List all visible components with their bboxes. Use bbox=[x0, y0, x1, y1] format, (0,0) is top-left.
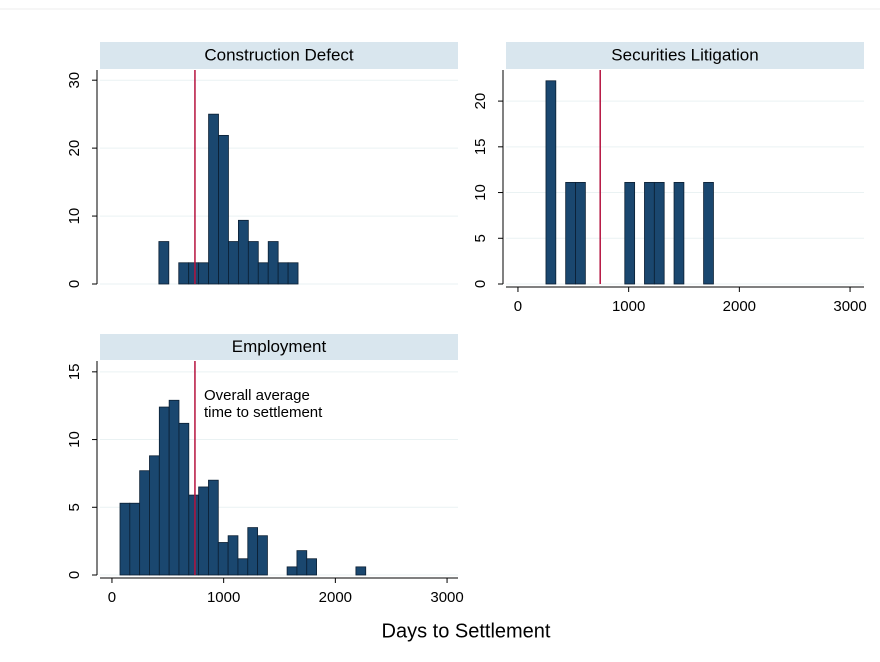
bar bbox=[178, 422, 190, 576]
bar bbox=[286, 566, 298, 576]
bar bbox=[237, 219, 249, 285]
x-tick-label: 3000 bbox=[430, 589, 463, 606]
bar bbox=[208, 113, 219, 285]
bar bbox=[158, 406, 170, 576]
bar bbox=[287, 262, 299, 285]
panel-title: Securities Litigation bbox=[611, 45, 758, 64]
bar bbox=[217, 542, 229, 576]
y-tick-label: 30 bbox=[66, 72, 83, 89]
y-tick-label: 0 bbox=[472, 280, 489, 288]
annotation: Overall average bbox=[204, 387, 310, 404]
x-tick-label: 2000 bbox=[723, 298, 756, 315]
bar bbox=[703, 181, 714, 285]
x-tick-label: 0 bbox=[108, 589, 116, 606]
bar bbox=[624, 181, 636, 285]
bar bbox=[257, 262, 269, 285]
bar bbox=[575, 181, 586, 285]
bar bbox=[227, 535, 239, 576]
bar bbox=[218, 134, 229, 285]
bar bbox=[545, 80, 557, 285]
y-tick-label: 5 bbox=[472, 234, 489, 242]
bar bbox=[188, 494, 200, 576]
panel-header bbox=[100, 42, 458, 69]
y-tick-label: 10 bbox=[66, 431, 83, 448]
bar bbox=[168, 399, 180, 576]
panel-title: Construction Defect bbox=[204, 45, 354, 64]
bar bbox=[267, 241, 279, 285]
x-tick-label: 2000 bbox=[319, 589, 352, 606]
bar bbox=[296, 550, 308, 576]
bar bbox=[129, 502, 141, 576]
y-tick-label: 0 bbox=[66, 280, 83, 288]
y-tick-label: 5 bbox=[66, 503, 83, 511]
bar bbox=[247, 527, 259, 576]
y-tick-label: 20 bbox=[66, 140, 83, 157]
y-tick-label: 10 bbox=[66, 208, 83, 225]
bar bbox=[139, 470, 150, 576]
bar bbox=[565, 181, 576, 285]
x-tick-label: 1000 bbox=[612, 298, 645, 315]
bar bbox=[257, 535, 268, 576]
bar bbox=[306, 558, 317, 576]
bar bbox=[673, 181, 685, 285]
bar bbox=[119, 502, 131, 576]
bar bbox=[237, 558, 249, 576]
bar bbox=[158, 241, 170, 285]
bar bbox=[198, 486, 209, 576]
bar bbox=[208, 479, 219, 576]
y-tick-label: 15 bbox=[66, 363, 83, 380]
y-tick-label: 10 bbox=[472, 184, 489, 201]
annotation: time to settlement bbox=[204, 404, 323, 421]
bar bbox=[247, 241, 259, 285]
bar bbox=[228, 241, 239, 285]
bar bbox=[653, 181, 665, 285]
bar bbox=[644, 181, 655, 285]
panel-header bbox=[506, 42, 864, 69]
y-tick-label: 20 bbox=[472, 93, 489, 110]
x-axis-title: Days to Settlement bbox=[382, 620, 551, 642]
bar bbox=[188, 262, 200, 285]
x-tick-label: 0 bbox=[514, 298, 522, 315]
bar bbox=[149, 455, 160, 576]
bar bbox=[355, 566, 367, 576]
bar bbox=[277, 262, 289, 285]
panel-title: Employment bbox=[232, 337, 327, 356]
bar bbox=[178, 262, 190, 285]
panel-header bbox=[100, 334, 458, 360]
y-tick-label: 15 bbox=[472, 138, 489, 155]
x-tick-label: 1000 bbox=[207, 589, 240, 606]
y-tick-label: 0 bbox=[66, 571, 83, 579]
bar bbox=[198, 262, 209, 285]
x-tick-label: 3000 bbox=[833, 298, 866, 315]
